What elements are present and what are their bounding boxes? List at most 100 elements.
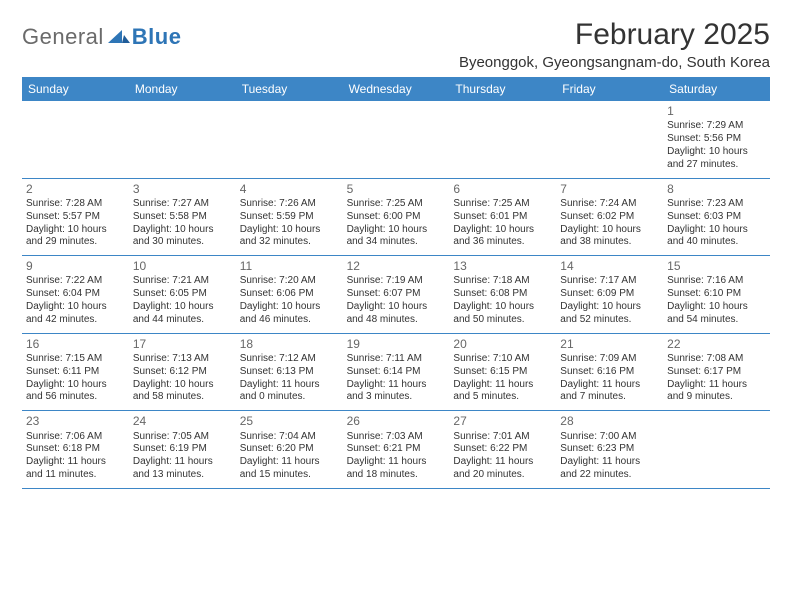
sunrise-line: Sunrise: 7:15 AM xyxy=(26,353,125,366)
sunset-line: Sunset: 6:01 PM xyxy=(453,211,552,224)
day-cell: 20Sunrise: 7:10 AMSunset: 6:15 PMDayligh… xyxy=(449,334,556,411)
sunrise-line: Sunrise: 7:16 AM xyxy=(667,275,766,288)
day-number: 13 xyxy=(453,259,552,274)
sunrise-line: Sunrise: 7:23 AM xyxy=(667,198,766,211)
day-cell: 12Sunrise: 7:19 AMSunset: 6:07 PMDayligh… xyxy=(343,256,450,333)
day-number: 18 xyxy=(240,337,339,352)
day-number: 6 xyxy=(453,182,552,197)
day-number: 17 xyxy=(133,337,232,352)
day-number: 23 xyxy=(26,414,125,429)
day-cell: 11Sunrise: 7:20 AMSunset: 6:06 PMDayligh… xyxy=(236,256,343,333)
day-number: 2 xyxy=(26,182,125,197)
daylight-line: Daylight: 10 hours and 38 minutes. xyxy=(560,224,659,250)
day-number: 12 xyxy=(347,259,446,274)
day-number: 25 xyxy=(240,414,339,429)
sunset-line: Sunset: 6:07 PM xyxy=(347,288,446,301)
sunrise-line: Sunrise: 7:04 AM xyxy=(240,431,339,444)
daylight-line: Daylight: 10 hours and 32 minutes. xyxy=(240,224,339,250)
sunset-line: Sunset: 6:15 PM xyxy=(453,366,552,379)
day-cell: 28Sunrise: 7:00 AMSunset: 6:23 PMDayligh… xyxy=(556,411,663,488)
sunrise-line: Sunrise: 7:09 AM xyxy=(560,353,659,366)
daylight-line: Daylight: 10 hours and 40 minutes. xyxy=(667,224,766,250)
sunset-line: Sunset: 6:16 PM xyxy=(560,366,659,379)
sunset-line: Sunset: 6:12 PM xyxy=(133,366,232,379)
day-number: 11 xyxy=(240,259,339,274)
brand-logo: General Blue xyxy=(22,24,181,50)
sunset-line: Sunset: 5:57 PM xyxy=(26,211,125,224)
day-cell xyxy=(449,101,556,178)
day-number: 15 xyxy=(667,259,766,274)
day-number: 21 xyxy=(560,337,659,352)
day-cell: 16Sunrise: 7:15 AMSunset: 6:11 PMDayligh… xyxy=(22,334,129,411)
day-number: 1 xyxy=(667,104,766,119)
sunrise-line: Sunrise: 7:03 AM xyxy=(347,431,446,444)
day-number: 24 xyxy=(133,414,232,429)
month-title: February 2025 xyxy=(459,18,770,52)
day-cell xyxy=(22,101,129,178)
day-number: 10 xyxy=(133,259,232,274)
sunset-line: Sunset: 5:56 PM xyxy=(667,133,766,146)
day-cell xyxy=(663,411,770,488)
day-cell: 9Sunrise: 7:22 AMSunset: 6:04 PMDaylight… xyxy=(22,256,129,333)
daylight-line: Daylight: 10 hours and 50 minutes. xyxy=(453,301,552,327)
day-cell: 14Sunrise: 7:17 AMSunset: 6:09 PMDayligh… xyxy=(556,256,663,333)
day-cell: 25Sunrise: 7:04 AMSunset: 6:20 PMDayligh… xyxy=(236,411,343,488)
day-number: 9 xyxy=(26,259,125,274)
sunrise-line: Sunrise: 7:26 AM xyxy=(240,198,339,211)
weekday-header: Tuesday xyxy=(236,77,343,101)
sunset-line: Sunset: 5:58 PM xyxy=(133,211,232,224)
sunrise-line: Sunrise: 7:20 AM xyxy=(240,275,339,288)
day-cell: 8Sunrise: 7:23 AMSunset: 6:03 PMDaylight… xyxy=(663,179,770,256)
sunset-line: Sunset: 6:02 PM xyxy=(560,211,659,224)
weekday-header: Wednesday xyxy=(343,77,450,101)
daylight-line: Daylight: 11 hours and 7 minutes. xyxy=(560,379,659,405)
sunset-line: Sunset: 6:19 PM xyxy=(133,443,232,456)
sunrise-line: Sunrise: 7:06 AM xyxy=(26,431,125,444)
day-cell: 17Sunrise: 7:13 AMSunset: 6:12 PMDayligh… xyxy=(129,334,236,411)
day-cell: 24 Sunrise: 7:05 AMSunset: 6:19 PMDayligh… xyxy=(129,411,236,488)
day-cell: 22Sunrise: 7:08 AMSunset: 6:17 PMDayligh… xyxy=(663,334,770,411)
weekday-header: Saturday xyxy=(663,77,770,101)
day-cell xyxy=(129,101,236,178)
weekday-header-row: Sunday Monday Tuesday Wednesday Thursday… xyxy=(22,77,770,101)
sunrise-line: Sunrise: 7:11 AM xyxy=(347,353,446,366)
sunset-line: Sunset: 6:14 PM xyxy=(347,366,446,379)
daylight-line: Daylight: 10 hours and 58 minutes. xyxy=(133,379,232,405)
sunrise-line: Sunrise: 7:05 AM xyxy=(133,431,232,444)
daylight-line: Daylight: 10 hours and 52 minutes. xyxy=(560,301,659,327)
day-number: 28 xyxy=(560,414,659,429)
sunrise-line: Sunrise: 7:19 AM xyxy=(347,275,446,288)
daylight-line: Daylight: 10 hours and 34 minutes. xyxy=(347,224,446,250)
daylight-line: Daylight: 10 hours and 48 minutes. xyxy=(347,301,446,327)
day-cell: 3Sunrise: 7:27 AMSunset: 5:58 PMDaylight… xyxy=(129,179,236,256)
day-cell: 23Sunrise: 7:06 AMSunset: 6:18 PMDayligh… xyxy=(22,411,129,488)
week-row: 23Sunrise: 7:06 AMSunset: 6:18 PMDayligh… xyxy=(22,411,770,489)
daylight-line: Daylight: 10 hours and 54 minutes. xyxy=(667,301,766,327)
day-cell: 27Sunrise: 7:01 AMSunset: 6:22 PMDayligh… xyxy=(449,411,556,488)
sunrise-line: Sunrise: 7:17 AM xyxy=(560,275,659,288)
sunset-line: Sunset: 6:06 PM xyxy=(240,288,339,301)
daylight-line: Daylight: 10 hours and 44 minutes. xyxy=(133,301,232,327)
day-cell: 26Sunrise: 7:03 AMSunset: 6:21 PMDayligh… xyxy=(343,411,450,488)
calendar-page: General Blue February 2025 Byeonggok, Gy… xyxy=(0,0,792,499)
day-number: 27 xyxy=(453,414,552,429)
day-cell: 13Sunrise: 7:18 AMSunset: 6:08 PMDayligh… xyxy=(449,256,556,333)
sunrise-line: Sunrise: 7:08 AM xyxy=(667,353,766,366)
daylight-line: Daylight: 10 hours and 29 minutes. xyxy=(26,224,125,250)
day-number: 16 xyxy=(26,337,125,352)
day-cell xyxy=(556,101,663,178)
sunset-line: Sunset: 6:22 PM xyxy=(453,443,552,456)
sunrise-line: Sunrise: 7:25 AM xyxy=(453,198,552,211)
brand-part2: Blue xyxy=(132,24,182,50)
daylight-line: Daylight: 11 hours and 13 minutes. xyxy=(133,456,232,482)
weekday-header: Monday xyxy=(129,77,236,101)
weekday-header: Friday xyxy=(556,77,663,101)
sunrise-line: Sunrise: 7:13 AM xyxy=(133,353,232,366)
sunset-line: Sunset: 6:05 PM xyxy=(133,288,232,301)
sunrise-line: Sunrise: 7:24 AM xyxy=(560,198,659,211)
week-row: 9Sunrise: 7:22 AMSunset: 6:04 PMDaylight… xyxy=(22,256,770,334)
sunrise-line: Sunrise: 7:29 AM xyxy=(667,120,766,133)
daylight-line: Daylight: 11 hours and 3 minutes. xyxy=(347,379,446,405)
day-cell: 4Sunrise: 7:26 AMSunset: 5:59 PMDaylight… xyxy=(236,179,343,256)
day-cell xyxy=(343,101,450,178)
